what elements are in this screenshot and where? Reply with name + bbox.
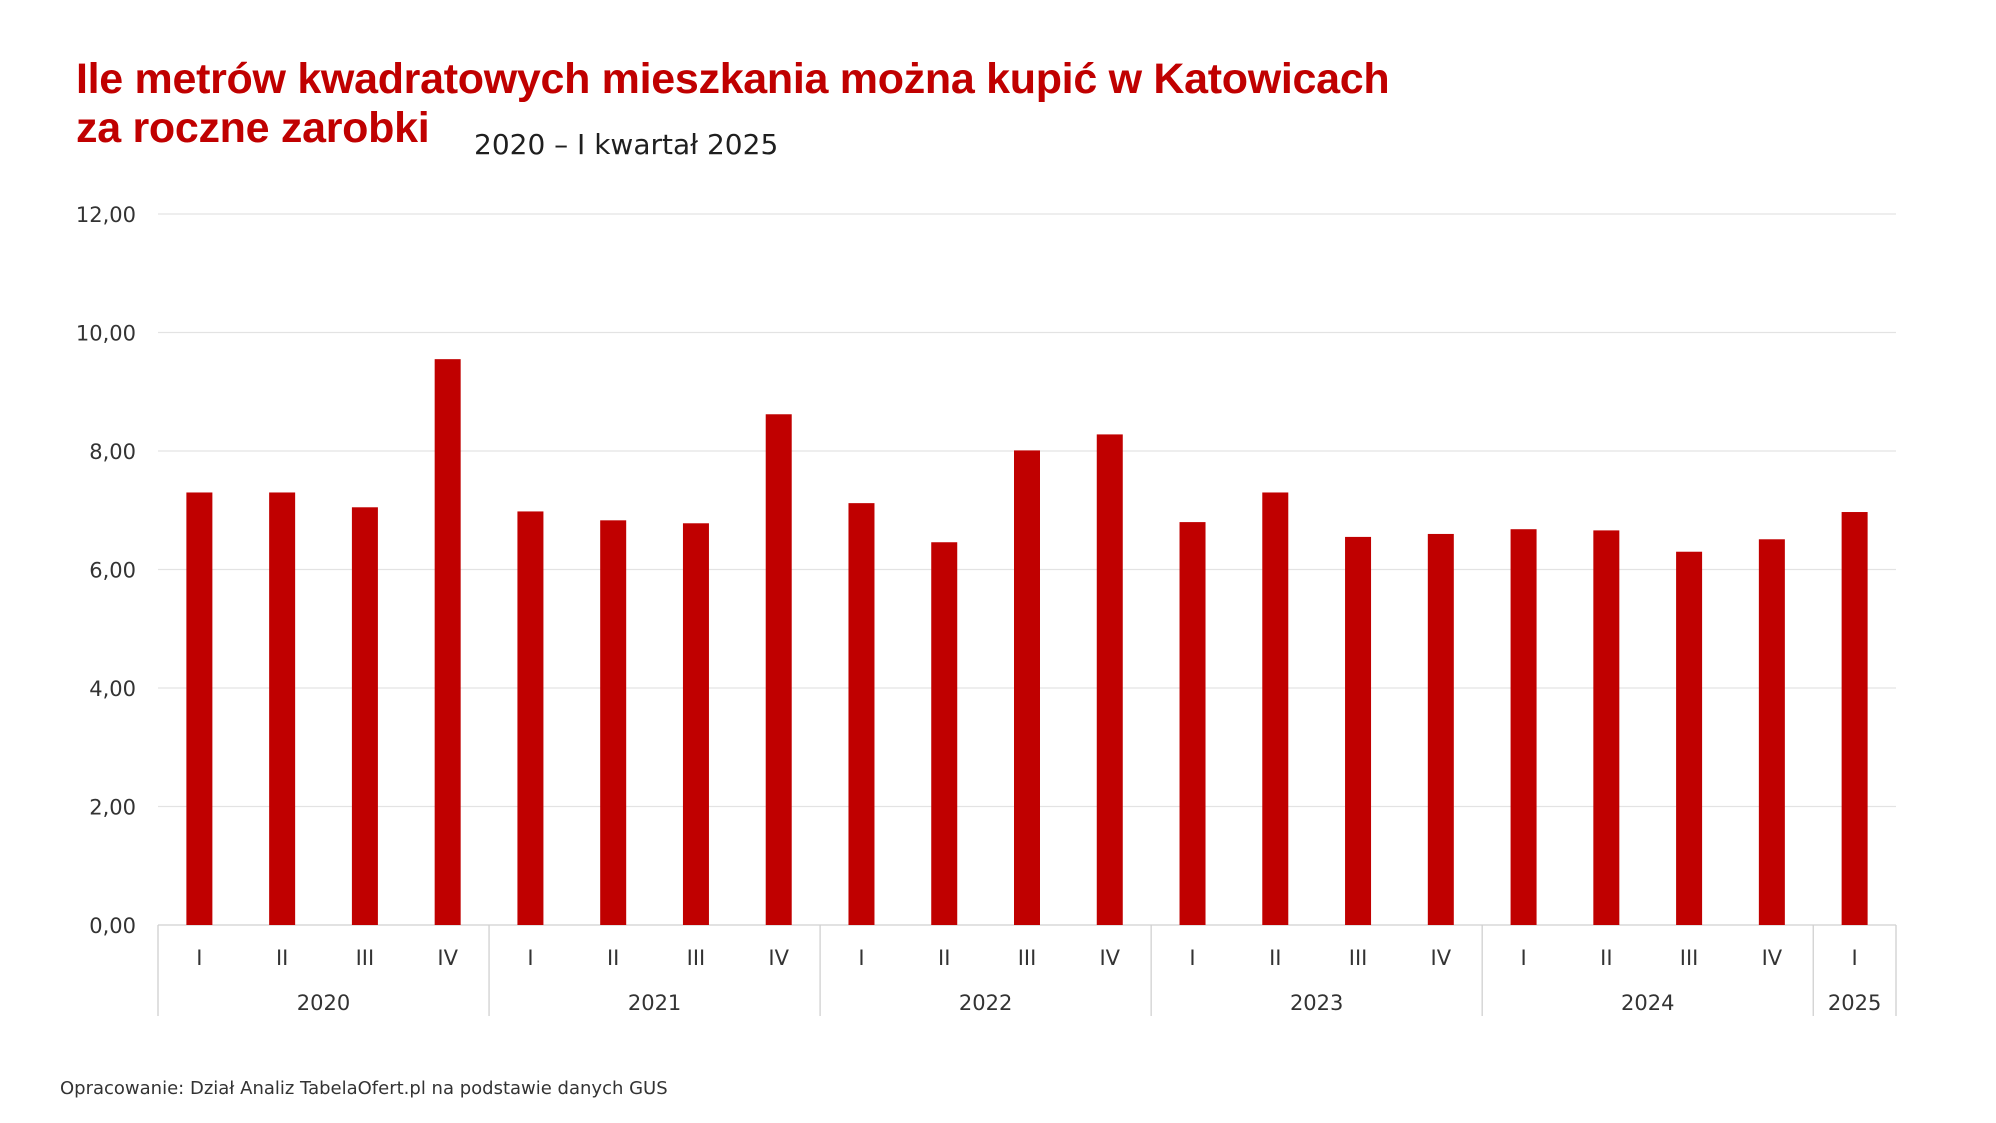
y-tick-label: 8,00 xyxy=(89,440,136,464)
y-tick-label: 10,00 xyxy=(76,322,136,346)
y-tick-label: 6,00 xyxy=(89,559,136,583)
x-tick-label: III xyxy=(1680,946,1699,970)
x-group-label: 2024 xyxy=(1621,991,1674,1015)
x-group-label: 2022 xyxy=(959,991,1012,1015)
bar xyxy=(1262,492,1289,925)
x-tick-label: III xyxy=(1018,946,1037,970)
bar xyxy=(351,507,378,925)
x-group-label: 2023 xyxy=(1290,991,1343,1015)
x-tick-label: IV xyxy=(437,946,458,970)
x-tick-label: II xyxy=(938,946,950,970)
bar xyxy=(434,359,461,926)
x-tick-label: I xyxy=(527,946,533,970)
chart-title-line2: za roczne zarobki xyxy=(76,104,430,152)
bar xyxy=(1510,529,1537,925)
y-tick-label: 12,00 xyxy=(76,203,136,227)
bar xyxy=(1427,533,1454,925)
bar xyxy=(1758,539,1785,925)
chart-title-line1: Ile metrów kwadratowych mieszkania można… xyxy=(76,55,1390,103)
bar xyxy=(682,523,709,925)
x-tick-label: I xyxy=(1852,946,1858,970)
x-tick-label: III xyxy=(1349,946,1368,970)
x-tick-label: III xyxy=(356,946,375,970)
x-tick-label: I xyxy=(858,946,864,970)
bar xyxy=(1593,530,1620,925)
bar xyxy=(186,492,213,925)
bar xyxy=(765,414,792,925)
x-group-label: 2020 xyxy=(297,991,350,1015)
bar xyxy=(848,503,875,925)
y-tick-label: 0,00 xyxy=(89,914,136,938)
bar xyxy=(1179,522,1206,925)
bar xyxy=(1345,536,1372,925)
bar xyxy=(1676,551,1703,925)
x-tick-label: II xyxy=(1269,946,1281,970)
x-group-label: 2025 xyxy=(1828,991,1881,1015)
bar xyxy=(517,511,544,925)
bar xyxy=(1841,512,1868,925)
x-tick-label: I xyxy=(1520,946,1526,970)
bar xyxy=(600,520,627,925)
x-tick-label: IV xyxy=(1431,946,1452,970)
y-tick-label: 4,00 xyxy=(89,677,136,701)
x-group-label: 2021 xyxy=(628,991,681,1015)
x-tick-label: IV xyxy=(768,946,789,970)
x-tick-label: IV xyxy=(1099,946,1120,970)
y-tick-label: 2,00 xyxy=(89,796,136,820)
bar xyxy=(1096,434,1123,925)
source-note: Opracowanie: Dział Analiz TabelaOfert.pl… xyxy=(60,1078,668,1099)
bar xyxy=(269,492,296,925)
x-tick-label: IV xyxy=(1762,946,1783,970)
x-tick-label: I xyxy=(1189,946,1195,970)
bar xyxy=(931,542,958,925)
x-tick-label: III xyxy=(687,946,706,970)
chart-title: Ile metrów kwadratowych mieszkania można… xyxy=(76,55,1390,153)
x-tick-label: II xyxy=(607,946,619,970)
chart-subtitle: 2020 – I kwartał 2025 xyxy=(474,128,779,161)
bar xyxy=(1014,450,1040,925)
x-tick-label: II xyxy=(1600,946,1612,970)
x-tick-label: II xyxy=(276,946,288,970)
x-tick-label: I xyxy=(196,946,202,970)
